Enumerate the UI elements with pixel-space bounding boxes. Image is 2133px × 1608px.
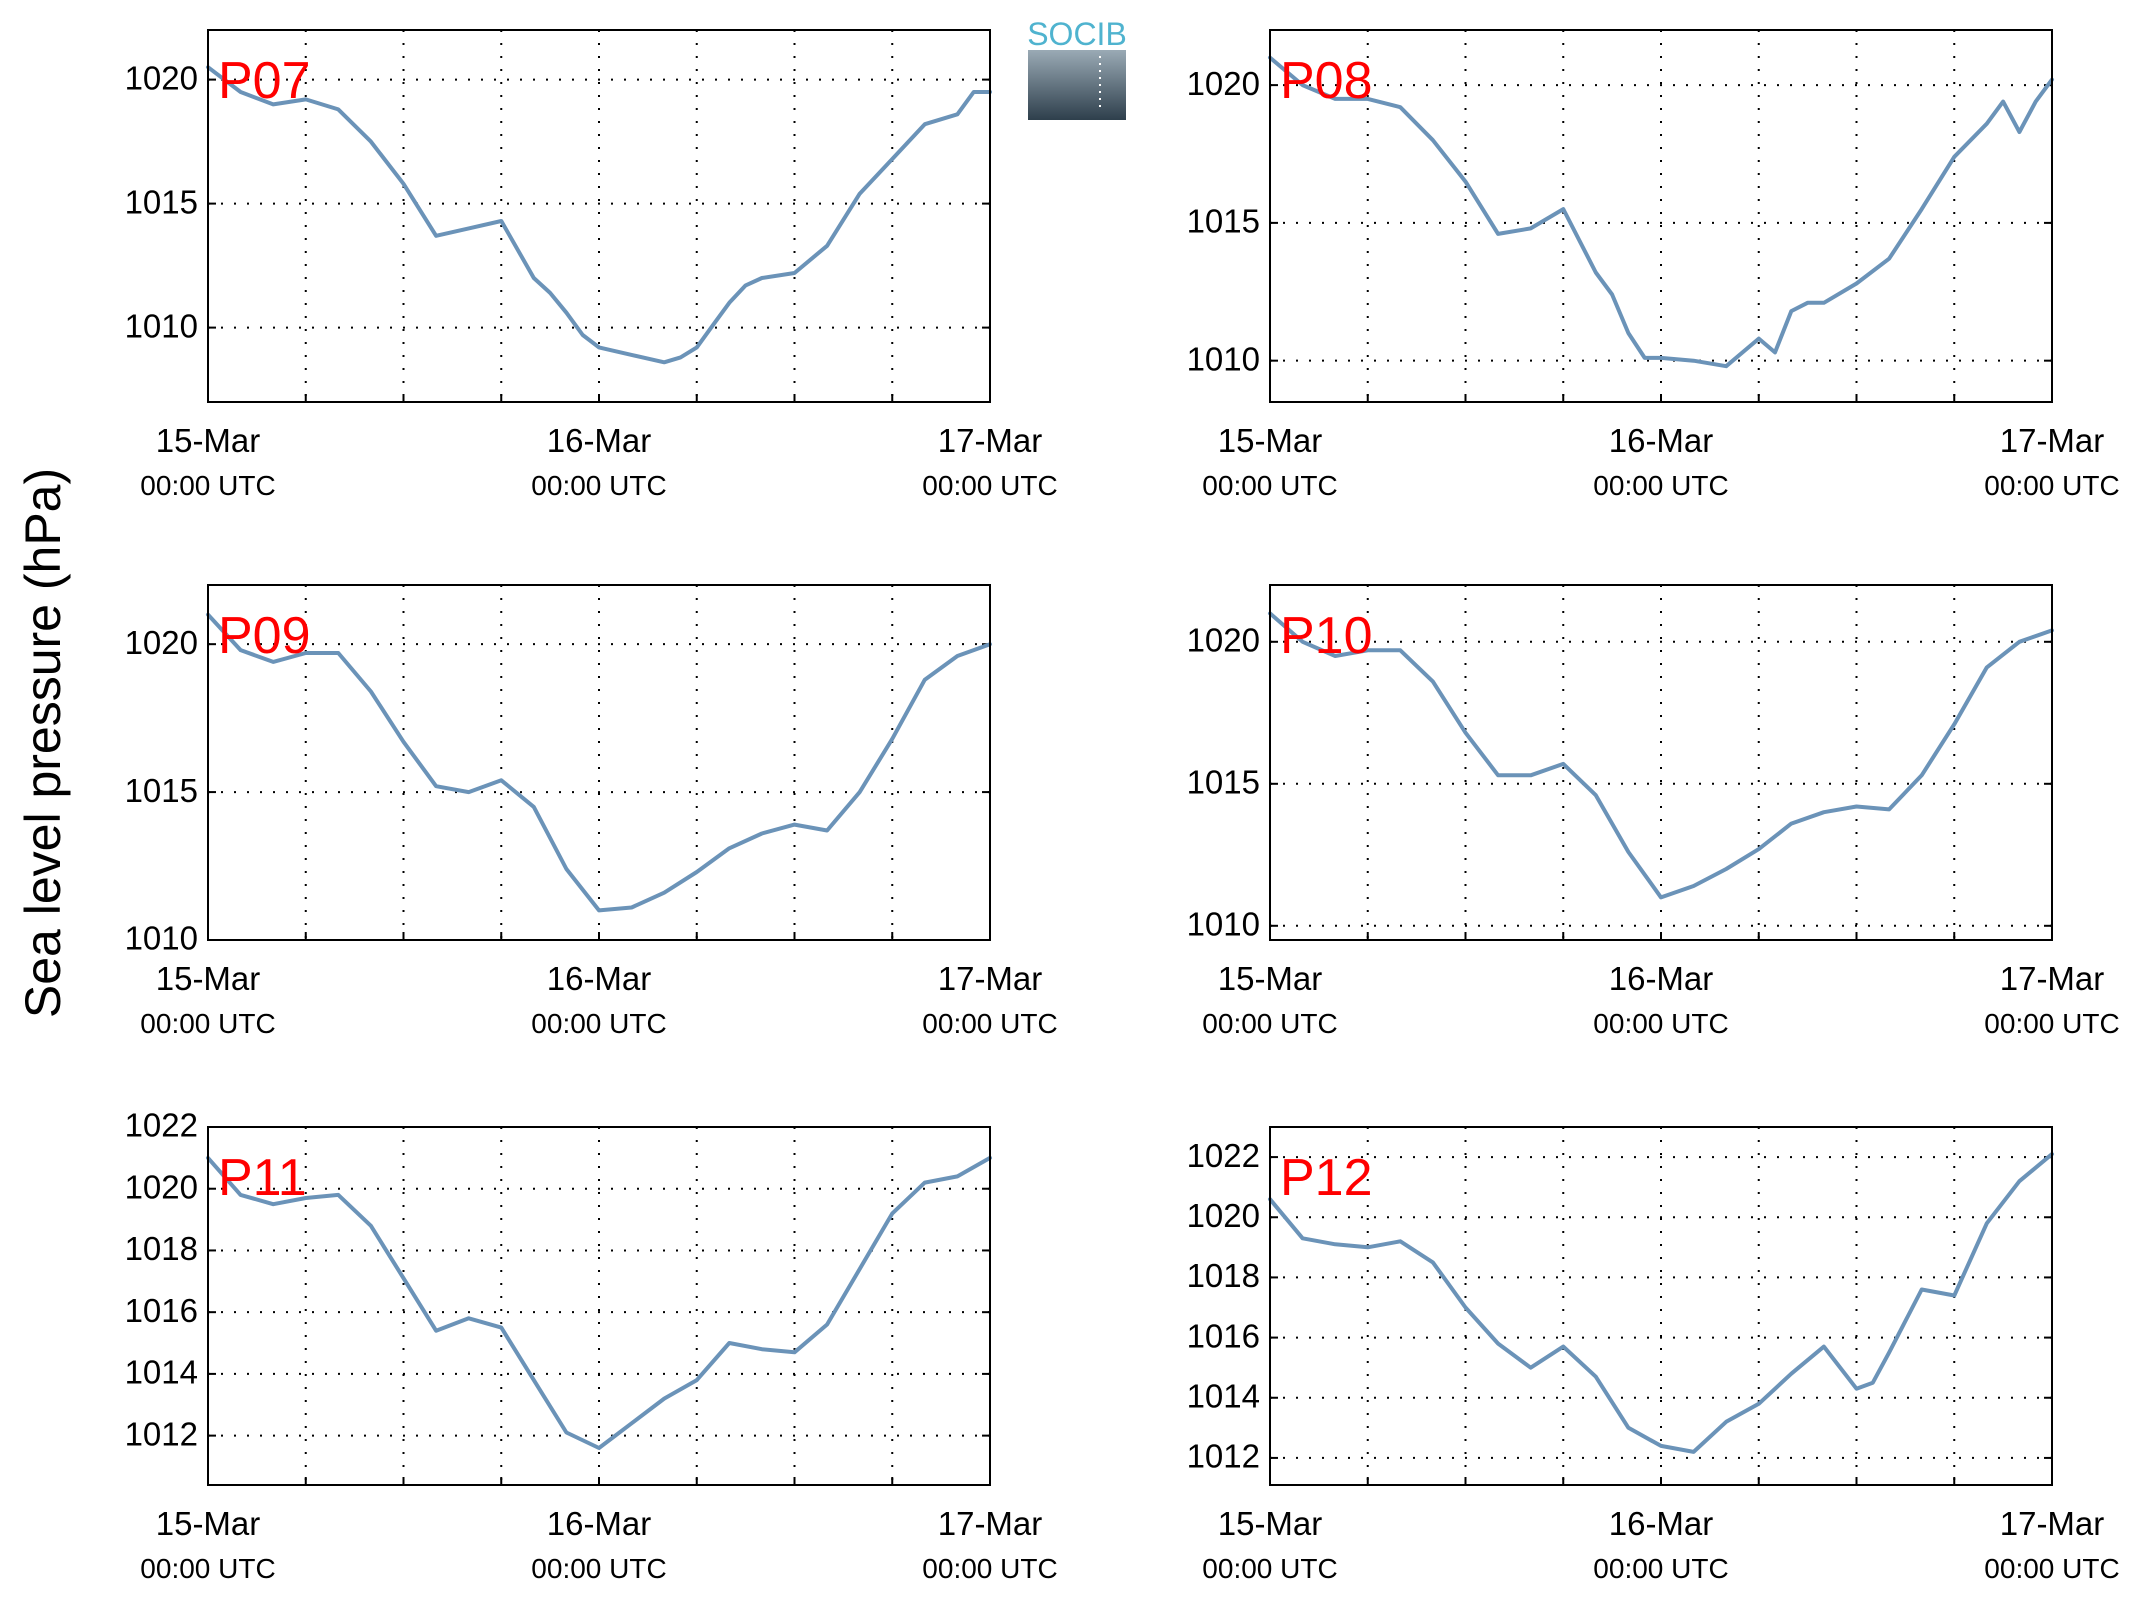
chart-6-axes-frame bbox=[1269, 1126, 2053, 1486]
chart-5-series-line bbox=[206, 1155, 992, 1450]
chart-3-ytick-label: 1010 bbox=[125, 920, 198, 957]
chart-3-xtick-sublabel: 00:00 UTC bbox=[922, 1008, 1057, 1039]
chart-panel-3: 1010 1015 1020 15-Mar 00:00 UTC 16-Mar 00:00 U… bbox=[125, 584, 1058, 1039]
chart-5-xtick-label: 16-Mar bbox=[547, 1505, 652, 1542]
chart-6-xtick-label: 16-Mar bbox=[1609, 1505, 1714, 1542]
chart-5-xtick-label: 17-Mar bbox=[938, 1505, 1043, 1542]
chart-5-xtick-sublabel: 00:00 UTC bbox=[531, 1553, 666, 1584]
chart-1-ytick-label: 1010 bbox=[125, 307, 198, 344]
chart-5-axes-frame bbox=[207, 1126, 991, 1486]
chart-1-xtick-sublabel: 00:00 UTC bbox=[531, 470, 666, 501]
chart-1-axes-frame bbox=[207, 29, 991, 403]
chart-6-xtick-sublabel: 00:00 UTC bbox=[1984, 1553, 2119, 1584]
chart-4-ytick-label: 1010 bbox=[1187, 906, 1260, 943]
chart-3-ytick-label: 1015 bbox=[125, 772, 198, 809]
chart-1-xtick-label: 17-Mar bbox=[938, 422, 1043, 459]
chart-2-axes-frame bbox=[1269, 29, 2053, 403]
chart-4-series-line bbox=[1268, 611, 2054, 900]
chart-1-ytick-label: 1020 bbox=[125, 59, 198, 96]
chart-panels: 1010 1015 1020 15-Mar 00:00 UTC 16-Mar 00:00 U… bbox=[125, 29, 2120, 1584]
socib-logo-band bbox=[1028, 50, 1126, 120]
chart-panel-1: 1010 1015 1020 15-Mar 00:00 UTC 16-Mar 00:00 U… bbox=[125, 29, 1058, 501]
chart-panel-5: 1012 1014 1016 1018 1020 1022 15-Mar 00:00 UTC 1… bbox=[125, 1107, 1058, 1584]
chart-3-xtick-sublabel: 00:00 UTC bbox=[140, 1008, 275, 1039]
chart-4-xtick-sublabel: 00:00 UTC bbox=[1202, 1008, 1337, 1039]
chart-5-ytick-label: 1022 bbox=[125, 1107, 198, 1144]
socib-logo-text: SOCIB bbox=[1027, 16, 1127, 52]
chart-3-series-line bbox=[206, 612, 992, 913]
chart-3-xtick-sublabel: 00:00 UTC bbox=[531, 1008, 666, 1039]
chart-5-ytick-label: 1018 bbox=[125, 1230, 198, 1267]
chart-4-ytick-label: 1015 bbox=[1187, 764, 1260, 801]
chart-2-xtick-label: 16-Mar bbox=[1609, 422, 1714, 459]
chart-1-series-line bbox=[206, 65, 992, 365]
chart-6-xtick-label: 17-Mar bbox=[2000, 1505, 2105, 1542]
chart-4-xtick-label: 16-Mar bbox=[1609, 960, 1714, 997]
chart-4-xtick-label: 17-Mar bbox=[2000, 960, 2105, 997]
chart-5-ytick-label: 1016 bbox=[125, 1292, 198, 1329]
chart-5-xtick-label: 15-Mar bbox=[156, 1505, 261, 1542]
chart-3-title: P09 bbox=[218, 607, 311, 665]
chart-3-xtick-label: 15-Mar bbox=[156, 960, 261, 997]
chart-6-ytick-label: 1014 bbox=[1187, 1377, 1260, 1414]
chart-5-xtick-sublabel: 00:00 UTC bbox=[922, 1553, 1057, 1584]
chart-1-title: P07 bbox=[218, 52, 311, 110]
chart-2-ytick-label: 1010 bbox=[1187, 340, 1260, 377]
chart-5-xtick-sublabel: 00:00 UTC bbox=[140, 1553, 275, 1584]
figure-ylabel: Sea level pressure (hPa) bbox=[15, 468, 71, 1018]
chart-2-xtick-sublabel: 00:00 UTC bbox=[1593, 470, 1728, 501]
chart-1-xtick-label: 16-Mar bbox=[547, 422, 652, 459]
chart-6-xtick-sublabel: 00:00 UTC bbox=[1593, 1553, 1728, 1584]
chart-6-xtick-label: 15-Mar bbox=[1218, 1505, 1323, 1542]
chart-6-ytick-label: 1016 bbox=[1187, 1317, 1260, 1354]
chart-1-xtick-sublabel: 00:00 UTC bbox=[922, 470, 1057, 501]
chart-6-ytick-label: 1012 bbox=[1187, 1438, 1260, 1475]
chart-1-ytick-label: 1015 bbox=[125, 183, 198, 220]
chart-panel-6: 1012 1014 1016 1018 1020 1022 15-Mar 00:00 UTC 1… bbox=[1187, 1126, 2120, 1584]
chart-6-ytick-label: 1020 bbox=[1187, 1197, 1260, 1234]
chart-2-xtick-sublabel: 00:00 UTC bbox=[1202, 470, 1337, 501]
chart-1-xtick-label: 15-Mar bbox=[156, 422, 261, 459]
chart-3-ytick-label: 1020 bbox=[125, 624, 198, 661]
socib-logo: SOCIB bbox=[1027, 16, 1127, 120]
chart-4-xtick-sublabel: 00:00 UTC bbox=[1984, 1008, 2119, 1039]
chart-5-title: P11 bbox=[218, 1149, 307, 1207]
chart-2-xtick-label: 15-Mar bbox=[1218, 422, 1323, 459]
chart-2-ytick-label: 1020 bbox=[1187, 65, 1260, 102]
chart-6-ytick-label: 1022 bbox=[1187, 1137, 1260, 1174]
chart-4-title: P10 bbox=[1280, 607, 1373, 665]
chart-6-series-line bbox=[1268, 1152, 2054, 1454]
chart-6-xtick-sublabel: 00:00 UTC bbox=[1202, 1553, 1337, 1584]
chart-6-title: P12 bbox=[1280, 1149, 1373, 1207]
chart-5-ytick-label: 1012 bbox=[125, 1415, 198, 1452]
chart-2-xtick-label: 17-Mar bbox=[2000, 422, 2105, 459]
chart-4-xtick-sublabel: 00:00 UTC bbox=[1593, 1008, 1728, 1039]
chart-3-axes-frame bbox=[207, 584, 991, 941]
chart-4-axes-frame bbox=[1269, 584, 2053, 941]
chart-4-xtick-label: 15-Mar bbox=[1218, 960, 1323, 997]
chart-panel-4: 1010 1015 1020 15-Mar 00:00 UTC 16-Mar 00:00 U… bbox=[1187, 584, 2120, 1039]
chart-5-ytick-label: 1014 bbox=[125, 1354, 198, 1391]
chart-2-xtick-sublabel: 00:00 UTC bbox=[1984, 470, 2119, 501]
chart-3-xtick-label: 16-Mar bbox=[547, 960, 652, 997]
chart-2-title: P08 bbox=[1280, 52, 1373, 110]
chart-panel-2: 1010 1015 1020 15-Mar 00:00 UTC 16-Mar 00:00 U… bbox=[1187, 29, 2120, 501]
chart-3-xtick-label: 17-Mar bbox=[938, 960, 1043, 997]
chart-5-ytick-label: 1020 bbox=[125, 1168, 198, 1205]
chart-2-ytick-label: 1015 bbox=[1187, 203, 1260, 240]
chart-6-ytick-label: 1018 bbox=[1187, 1257, 1260, 1294]
chart-4-ytick-label: 1020 bbox=[1187, 622, 1260, 659]
chart-1-xtick-sublabel: 00:00 UTC bbox=[140, 470, 275, 501]
chart-2-series-line bbox=[1268, 55, 2054, 369]
